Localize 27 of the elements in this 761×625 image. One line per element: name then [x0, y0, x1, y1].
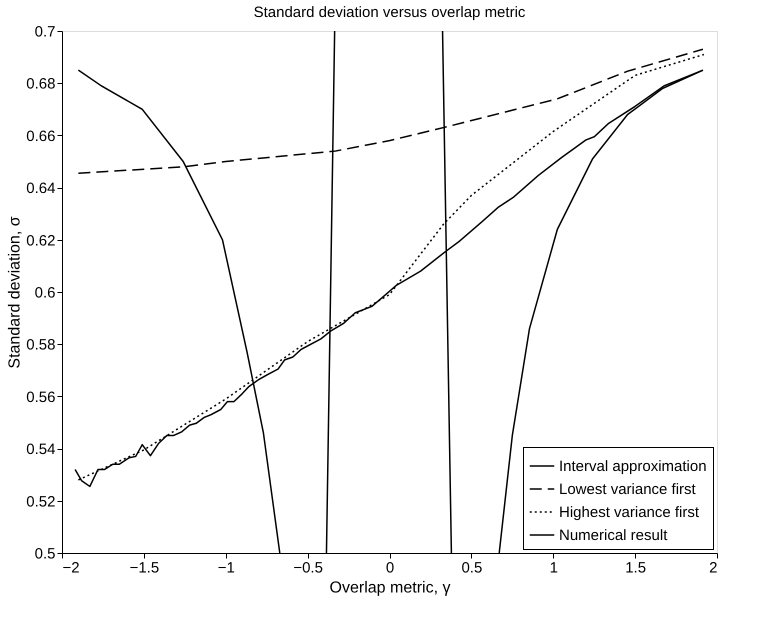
y-tick-label: 0.68 [26, 76, 56, 93]
chart-title: Standard deviation versus overlap metric [254, 4, 526, 21]
y-tick-label: 0.58 [26, 336, 56, 354]
y-axis-title: Standard deviation, σ [6, 216, 24, 369]
x-tick-label: 1 [550, 560, 558, 576]
x-axis-title: Overlap metric, γ [330, 580, 450, 596]
x-tick-label: 1.5 [625, 560, 646, 576]
y-tick-label: 0.7 [34, 24, 56, 40]
legend-label: Lowest variance first [559, 481, 697, 498]
legend-label: Highest variance first [559, 504, 700, 521]
y-tick-label: 0.62 [26, 232, 56, 250]
y-tick-label: 0.54 [26, 441, 56, 458]
x-tick-label: 0 [386, 560, 394, 576]
y-tick-label: 0.6 [34, 284, 56, 302]
y-tick-label: 0.64 [26, 180, 56, 198]
y-tick-label: 0.66 [26, 128, 56, 145]
y-tick-label: 0.56 [26, 388, 56, 406]
x-tick-label: 0.5 [461, 560, 482, 576]
x-tick-label: −0.5 [293, 560, 323, 576]
x-tick-label: −1.5 [130, 560, 160, 576]
y-tick-label: 0.5 [34, 546, 56, 562]
x-tick-label: −1 [218, 560, 235, 576]
x-tick-label: −2 [62, 560, 80, 576]
x-tick-label: 2 [709, 560, 718, 576]
legend-label: Numerical result [559, 527, 668, 544]
y-tick-label: 0.52 [26, 493, 56, 510]
legend-label: Interval approximation [559, 458, 707, 475]
